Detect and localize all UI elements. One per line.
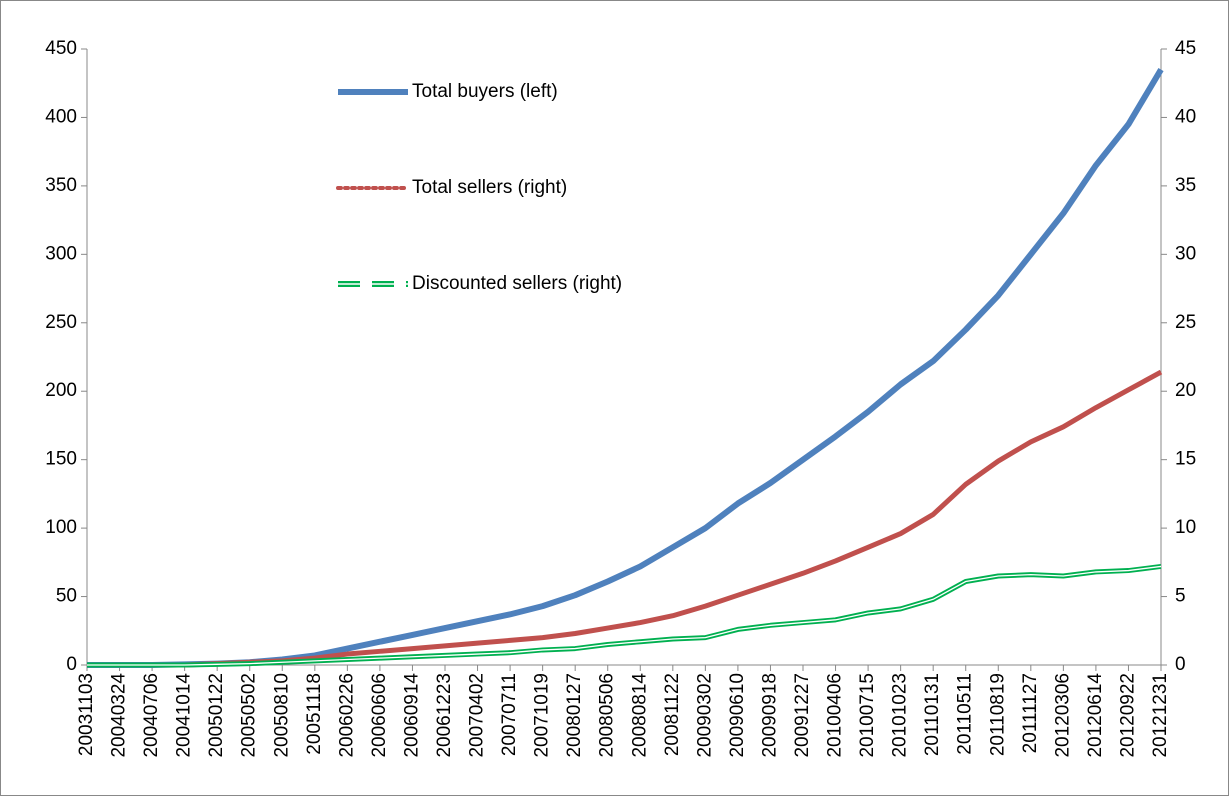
x-tick-label: 20031103	[76, 673, 97, 756]
x-tick-label: 20110511	[955, 673, 976, 755]
x-tick-label: 20050122	[206, 673, 227, 758]
x-tick-label: 20110131	[922, 673, 943, 756]
x-tick-label: 20080127	[564, 673, 585, 758]
x-tick-label: 20080814	[629, 673, 650, 758]
x-tick-label: 20120306	[1052, 673, 1073, 758]
x-tick-label: 20041014	[174, 673, 195, 758]
y-tick-label: 50	[56, 586, 77, 607]
y-tick-label: 400	[45, 106, 77, 127]
x-tick-label: 20101023	[890, 673, 911, 758]
y-tick-label: 450	[45, 38, 77, 59]
x-tick-label: 20100715	[857, 673, 878, 758]
x-tick-label: 20091227	[792, 673, 813, 758]
y2-tick-label: 15	[1175, 449, 1196, 470]
y2-tick-label: 45	[1175, 38, 1196, 59]
y2-tick-label: 10	[1175, 517, 1196, 538]
y-tick-label: 200	[45, 380, 77, 401]
x-tick-label: 20080506	[597, 673, 618, 758]
x-tick-label: 20060606	[369, 673, 390, 758]
x-tick-label: 20111127	[1020, 673, 1041, 753]
x-tick-label: 20120922	[1117, 673, 1138, 758]
x-tick-label: 20050502	[239, 673, 260, 758]
y-tick-label: 100	[45, 517, 77, 538]
y2-tick-label: 40	[1175, 106, 1196, 127]
y2-tick-label: 20	[1175, 380, 1196, 401]
y2-tick-label: 25	[1175, 312, 1196, 333]
y-tick-label: 350	[45, 175, 77, 196]
x-tick-label: 20110819	[987, 673, 1008, 756]
x-tick-label: 20060226	[336, 673, 357, 758]
y-tick-label: 300	[45, 243, 77, 264]
x-tick-label: 20051118	[304, 673, 325, 755]
y-tick-label: 0	[66, 654, 77, 675]
series-line-inner	[87, 565, 1162, 666]
legend-label: Discounted sellers (right)	[412, 273, 622, 294]
legend-label: Total sellers (right)	[412, 177, 567, 198]
x-tick-label: 20120614	[1085, 673, 1106, 758]
x-tick-label: 20100406	[825, 673, 846, 758]
x-tick-label: 20090918	[759, 673, 780, 758]
x-tick-label: 20040706	[141, 673, 162, 758]
y2-tick-label: 30	[1175, 243, 1196, 264]
x-tick-label: 20070711	[499, 673, 520, 756]
x-tick-label: 20050810	[271, 673, 292, 758]
x-tick-label: 20090610	[727, 673, 748, 758]
x-tick-label: 20061223	[434, 673, 455, 758]
y2-tick-label: 35	[1175, 175, 1196, 196]
x-tick-label: 20121231	[1150, 673, 1171, 758]
x-tick-label: 20081122	[662, 673, 683, 756]
y2-tick-label: 0	[1175, 654, 1186, 675]
x-tick-label: 20040324	[109, 673, 130, 758]
x-tick-label: 20090302	[694, 673, 715, 758]
x-tick-label: 20071019	[532, 673, 553, 758]
x-tick-label: 20060914	[401, 673, 422, 758]
x-tick-label: 20070402	[467, 673, 488, 758]
y-tick-label: 250	[45, 312, 77, 333]
legend-label: Total buyers (left)	[412, 81, 558, 102]
y2-tick-label: 5	[1175, 586, 1186, 607]
y-tick-label: 150	[45, 449, 77, 470]
